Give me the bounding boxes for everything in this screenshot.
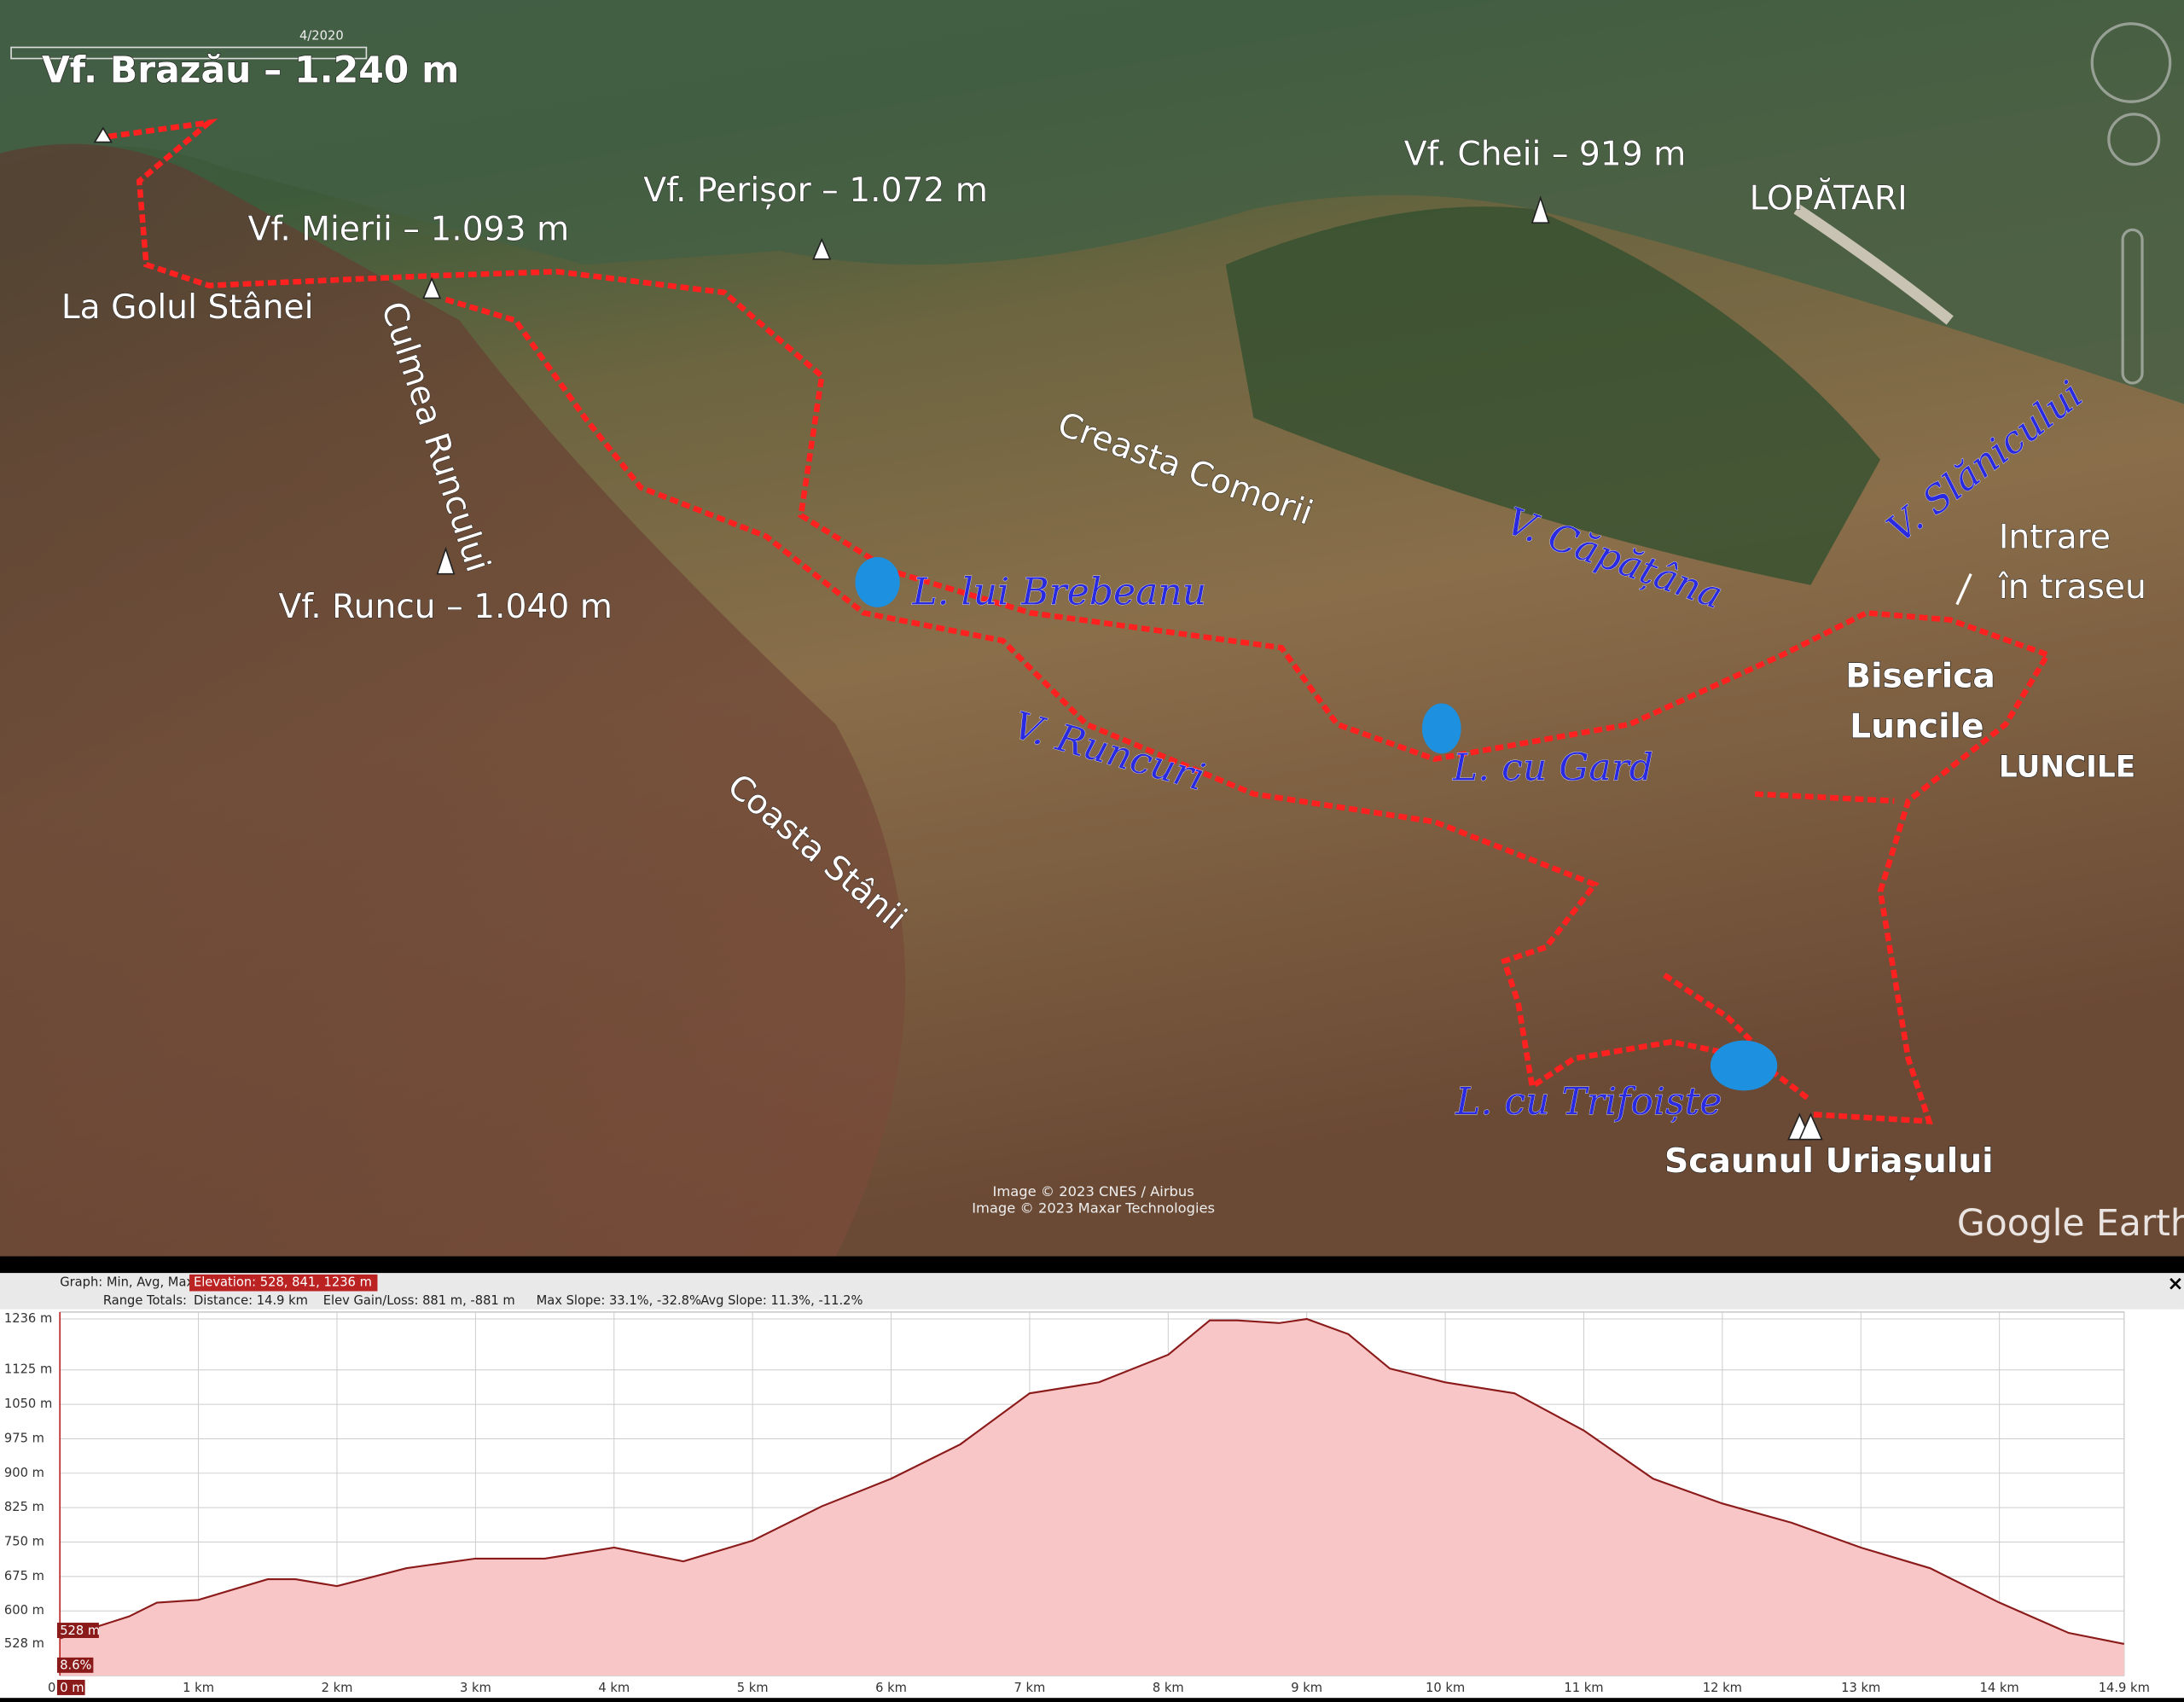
cursor-box: [56, 1657, 94, 1673]
y-tick-label: 1125 m: [4, 1362, 52, 1377]
entry-arrow: [1955, 572, 1972, 606]
map-label: LUNCILE: [1999, 751, 2135, 785]
lakes: [855, 557, 1778, 1091]
elevation-line: [59, 1317, 2124, 1645]
stat-text: Elevation: 528, 841, 1236 m: [194, 1275, 372, 1290]
x-tick-label: 5 km: [737, 1681, 769, 1695]
map-label: L. cu Gard: [1452, 746, 1653, 789]
nav-controls[interactable]: [2090, 22, 2172, 385]
imagery-date: 4/2020: [299, 28, 344, 43]
map-label: L. lui Brebeanu: [911, 571, 1206, 614]
x-tick-label: 10 km: [1426, 1681, 1465, 1695]
map-label: L. cu Trifoiște: [1455, 1080, 1722, 1124]
stat-text: Graph: Min, Avg, Max: [60, 1275, 194, 1290]
x-tick-label: 8 km: [1153, 1681, 1184, 1695]
elevation-area: [60, 1319, 2124, 1676]
map-label: Vf. Cheii – 919 m: [1404, 135, 1687, 173]
distant-hills: [0, 0, 2184, 404]
cursor-label: 528 m: [60, 1624, 100, 1638]
runcu-ridge: [0, 143, 906, 1257]
map-label: Scaunul Uriașului: [1664, 1142, 1994, 1181]
compass[interactable]: [2090, 22, 2172, 103]
x-tick-label: 11 km: [1564, 1681, 1603, 1695]
y-tick-label: 825 m: [4, 1500, 44, 1514]
separator: [0, 1256, 2184, 1274]
map-label: Vf. Perișor – 1.072 m: [643, 171, 988, 210]
look-control[interactable]: [2107, 113, 2161, 166]
y-tick-label: 528 m: [4, 1636, 44, 1651]
x-tick-label: 14 km: [1980, 1681, 2019, 1695]
imagery-credit: Image © 2023 Maxar Technologies: [972, 1200, 1215, 1217]
map-label: în traseu: [1998, 568, 2146, 607]
cursor-label: 8.6%: [60, 1658, 91, 1673]
river: [1793, 204, 1954, 325]
x-tick-label: 12 km: [1703, 1681, 1742, 1695]
y-tick-label: 1050 m: [4, 1397, 52, 1411]
y-tick-label: 975 m: [4, 1431, 44, 1445]
map-label: Vf. Runcu – 1.040 m: [279, 588, 613, 626]
map-label: Luncile: [1850, 707, 1984, 746]
y-tick-label: 1236 m: [4, 1311, 52, 1326]
close-button[interactable]: ×: [2167, 1273, 2183, 1295]
x-tick-label: 7 km: [1014, 1681, 1046, 1695]
imagery-credit: Image © 2023 CNES / Airbus: [993, 1183, 1194, 1200]
peak-markers: [93, 126, 1823, 1141]
elevation-chart: 528 m 600 m 675 m 750 m 825 m 900 m 975 m 1050 …: [4, 1311, 2150, 1695]
map-label: LOPĂTARI: [1750, 178, 1908, 218]
stat-text: Max Slope: 33.1%, -32.8%: [537, 1293, 701, 1308]
scale-bar: [10, 46, 368, 60]
y-tick-label: 600 m: [4, 1603, 44, 1618]
map-label: Vf. Mierii – 1.093 m: [248, 211, 570, 249]
x-tick-label: 9 km: [1291, 1681, 1322, 1695]
cursor-label: 0 m: [60, 1681, 84, 1695]
x-tick-label: 4 km: [598, 1681, 630, 1695]
brand-logo: Google Earth: [1957, 1203, 2184, 1245]
map-label: Biserica: [1845, 658, 1995, 696]
x-tick-label: 14.9 km: [2099, 1681, 2150, 1695]
y-tick-label: 675 m: [4, 1569, 44, 1583]
x-tick-label: 2 km: [322, 1681, 353, 1695]
y-tick-label: 900 m: [4, 1466, 44, 1480]
stat-highlight: [189, 1274, 378, 1292]
cursor-box: [56, 1623, 99, 1638]
x-tick-label: 6 km: [875, 1681, 907, 1695]
zoom-slider[interactable]: [2121, 228, 2144, 385]
stat-text: Avg Slope: 11.3%, -11.2%: [700, 1293, 863, 1308]
y-tick-label: 750 m: [4, 1535, 44, 1549]
map-label: Intrare: [1999, 518, 2111, 556]
map-label: Vf. Brazău – 1.240 m: [42, 49, 459, 91]
map-label: La Golul Stânei: [61, 288, 314, 327]
stat-text: Range Totals:: [103, 1293, 187, 1308]
cursor-box: [56, 1679, 85, 1695]
stat-text: Elev Gain/Loss: 881 m, -881 m: [323, 1293, 515, 1308]
x-tick-label: 3 km: [460, 1681, 491, 1695]
x-tick-label: 13 km: [1841, 1681, 1880, 1695]
stat-text: Distance: 14.9 km: [194, 1293, 308, 1308]
x-tick-label: 1 km: [183, 1681, 214, 1695]
forest-ridge: [1225, 206, 1881, 585]
